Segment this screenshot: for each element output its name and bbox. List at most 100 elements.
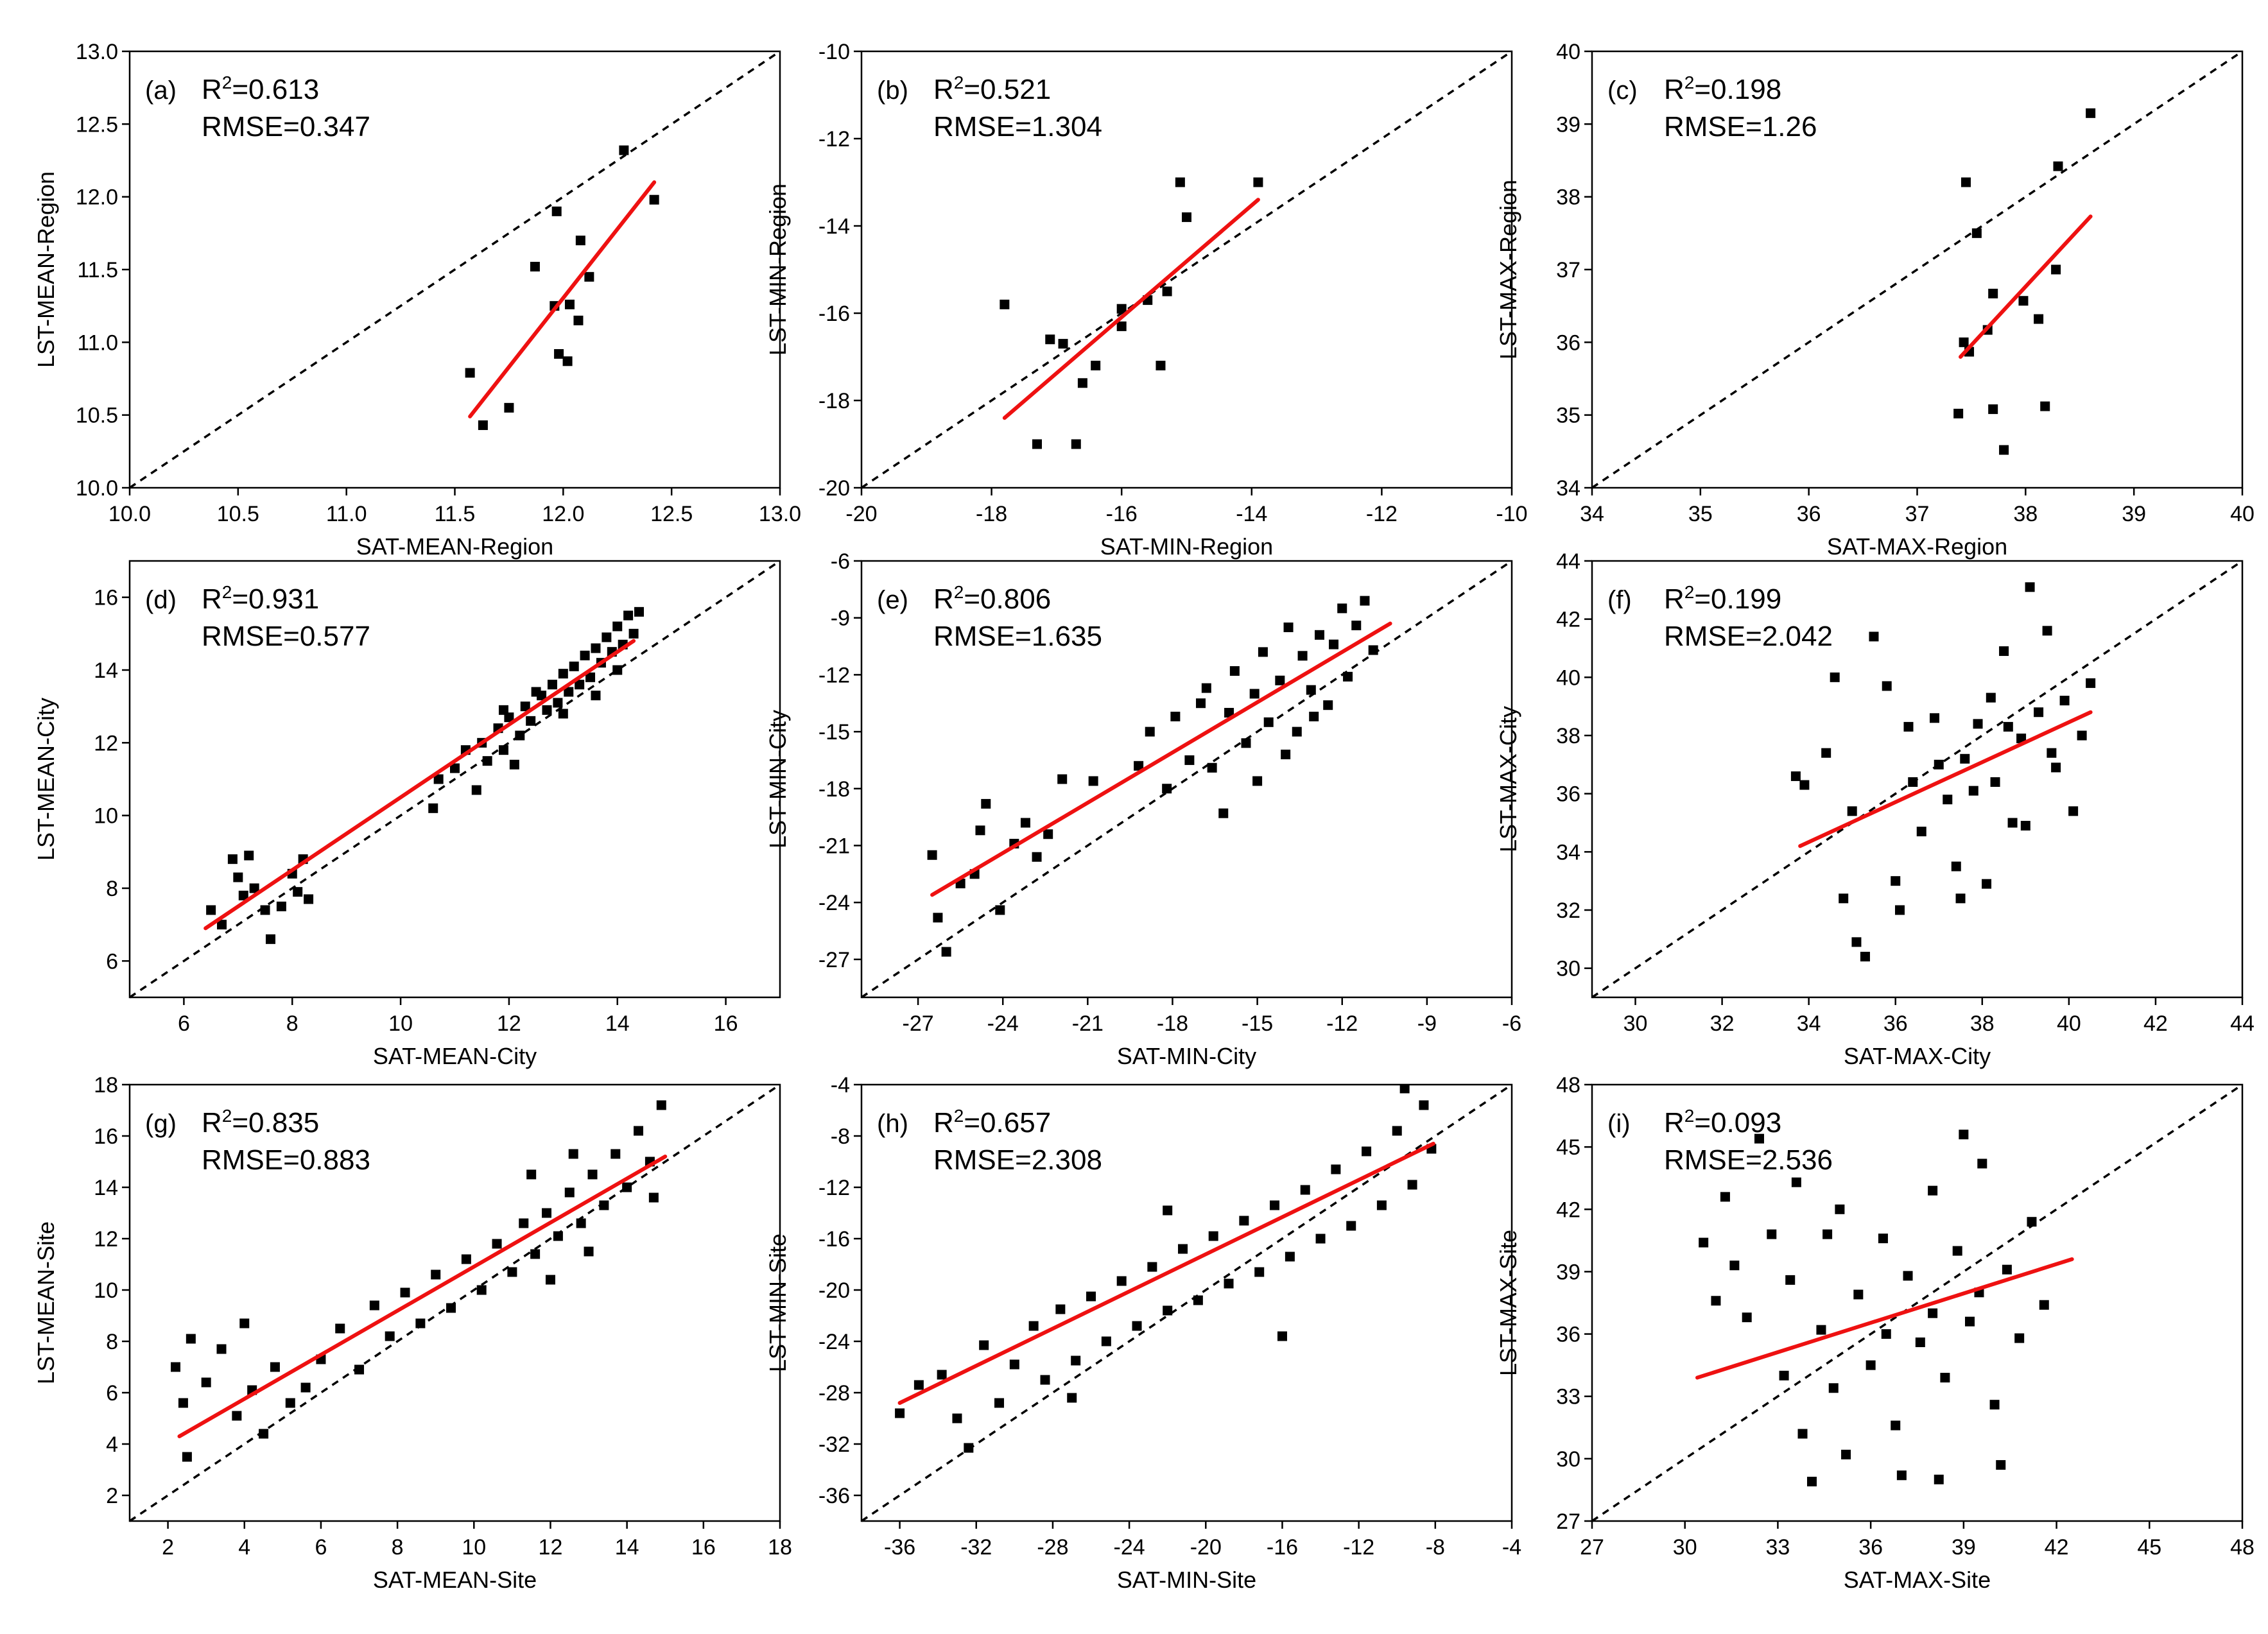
y-tick-label: 14: [94, 658, 118, 683]
y-tick-label: 35: [1556, 404, 1580, 428]
data-point: [610, 1149, 621, 1159]
y-tick-label: -12: [818, 1176, 850, 1200]
data-point: [1853, 1289, 1864, 1300]
x-axis-title: SAT-MEAN-City: [373, 1043, 537, 1069]
data-point: [1869, 632, 1879, 642]
data-point: [975, 825, 985, 836]
x-tick-label: 36: [1883, 1011, 1908, 1036]
data-point: [1241, 738, 1251, 748]
x-tick-label: -16: [1267, 1535, 1298, 1560]
data-point: [260, 905, 270, 915]
y-tick-label: 18: [94, 1073, 118, 1097]
data-point: [2025, 582, 2035, 592]
x-tick-label: -16: [1106, 502, 1138, 526]
identity-line: [861, 560, 1512, 999]
data-point: [1351, 621, 1362, 631]
data-point: [206, 905, 216, 915]
data-point: [1891, 876, 1901, 886]
identity-line: [129, 1083, 781, 1522]
panel-h: -36 -32 -28 -24 -20 -16 -12 -8 -4 -36 -32 -28 -24 -20…: [765, 1073, 1521, 1593]
data-point: [2068, 806, 2079, 816]
y-tick-label: 4: [106, 1432, 118, 1457]
y-tick-label: 13.0: [76, 40, 118, 64]
x-tick-label: 27: [1580, 1535, 1604, 1560]
y-tick-label: 39: [1556, 1260, 1580, 1284]
x-tick-label: -21: [1072, 1011, 1104, 1036]
data-point: [515, 730, 525, 741]
data-point: [1145, 727, 1155, 737]
data-point: [1865, 1360, 1876, 1370]
data-point: [1928, 1308, 1938, 1318]
data-point: [354, 1364, 365, 1375]
data-point: [428, 803, 438, 813]
data-point: [619, 145, 629, 155]
data-point: [1830, 672, 1840, 682]
data-point: [1009, 1359, 1019, 1370]
y-tick-label: -12: [818, 663, 850, 687]
fit-line: [177, 1155, 668, 1438]
identity-line: [129, 560, 781, 999]
data-point: [482, 756, 492, 766]
data-point: [1835, 1204, 1845, 1214]
data-point: [1201, 683, 1211, 693]
x-axis-title: SAT-MIN-Site: [1117, 1567, 1256, 1593]
data-point: [1184, 755, 1195, 765]
data-point: [1915, 1337, 1925, 1348]
panel-a: 10.0 10.5 11.0 11.5 12.0 12.5 13.0 10.0 10.5 11.0…: [33, 40, 801, 560]
data-point: [1224, 1278, 1234, 1289]
identity-line: [861, 50, 1512, 489]
rmse-label: RMSE=2.308: [933, 1144, 1102, 1176]
panel-label: (a): [145, 76, 177, 105]
data-point: [1196, 698, 1206, 709]
data-point: [476, 1285, 487, 1295]
panel-f: 30 32 34 36 38 40 42 44 30 32 34 36 38 40 42 44 SAT-MAX-…: [1495, 549, 2255, 1069]
data-point: [913, 1380, 924, 1390]
y-tick-label: 42: [1556, 608, 1580, 632]
data-point: [276, 901, 286, 911]
plot-frame: [1591, 560, 2244, 999]
data-point: [217, 920, 227, 930]
x-axis-title: SAT-MAX-City: [1844, 1043, 1991, 1069]
data-point: [526, 716, 536, 726]
data-point: [979, 1340, 989, 1350]
x-tick-label: 11.5: [435, 502, 476, 526]
data-point: [239, 1318, 250, 1329]
x-axis-title: SAT-MAX-Region: [1827, 533, 2007, 560]
data-point: [1057, 774, 1068, 784]
data-point: [612, 665, 623, 675]
data-point: [1292, 727, 1302, 737]
data-point: [545, 1275, 555, 1285]
data-point: [2003, 721, 2013, 732]
data-point: [1971, 228, 1982, 238]
data-point: [1032, 852, 1042, 862]
data-point: [1982, 879, 1992, 889]
data-point: [1959, 1130, 1969, 1140]
rmse-label: RMSE=0.347: [202, 111, 370, 142]
data-point: [569, 661, 579, 671]
fit-line: [897, 1142, 1435, 1405]
y-tick-label: -18: [818, 777, 850, 802]
data-point: [530, 1249, 541, 1259]
plot-frame: [128, 1083, 781, 1522]
data-point: [238, 890, 248, 900]
data-point: [471, 785, 481, 795]
data-point: [450, 763, 460, 773]
data-point: [1851, 937, 1862, 947]
data-point: [952, 1413, 962, 1423]
data-point: [558, 669, 568, 679]
data-point: [1785, 1275, 1796, 1285]
y-tick-label: 11.0: [77, 331, 118, 355]
rmse-label: RMSE=0.883: [202, 1144, 370, 1176]
data-point: [591, 643, 601, 653]
y-axis-title: LST-MIN-Site: [765, 1234, 791, 1372]
data-point: [182, 1452, 192, 1462]
panel-d: 6 8 10 12 14 16 6 8 10 12 14 16 SAT-MEAN-City LST-MEA…: [33, 560, 781, 1069]
data-point: [551, 206, 562, 216]
x-tick-label: 2: [162, 1535, 174, 1560]
data-point: [1263, 717, 1274, 727]
data-point: [895, 1408, 905, 1418]
data-point: [1903, 1271, 1913, 1281]
data-point: [1071, 439, 1081, 449]
x-tick-label: 48: [2230, 1535, 2255, 1560]
data-point: [1067, 1393, 1077, 1403]
